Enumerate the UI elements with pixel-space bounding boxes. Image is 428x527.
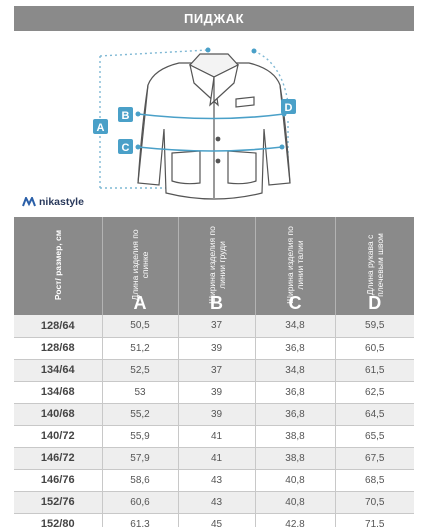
marker-a: A	[93, 119, 108, 134]
measurement-cell: 37	[178, 315, 256, 338]
header-size: Рост/ размер, см	[14, 217, 103, 315]
table-row: 152/80 61,3 45 42,8 71,5	[14, 513, 414, 527]
measurement-cell: 61,3	[102, 513, 179, 527]
brand-logo-icon	[22, 197, 36, 207]
table-row: 152/76 60,6 43 40,8 70,5	[14, 491, 414, 514]
measurement-cell: 71,5	[335, 513, 414, 527]
header-sleeve-length: Длина рукава с плечевым швом D	[335, 217, 414, 315]
page-title: ПИДЖАК	[14, 6, 414, 31]
table-row: 128/64 50,5 37 34,8 59,5	[14, 315, 414, 338]
jacket-buttons	[215, 136, 221, 164]
measurement-cell: 57,9	[102, 447, 179, 470]
measurement-cell: 50,5	[102, 315, 179, 338]
measurement-cell: 43	[178, 469, 256, 492]
measurement-cell: 40,8	[255, 491, 336, 514]
measurement-cell: 34,8	[255, 359, 336, 382]
measurement-cell: 68,5	[335, 469, 414, 492]
measurement-cell: 45	[178, 513, 256, 527]
measurement-cell: 42,8	[255, 513, 336, 527]
header-length-back: Длина изделия по спинке A	[102, 217, 179, 315]
measurement-cell: 70,5	[335, 491, 414, 514]
measurement-cell: 52,5	[102, 359, 179, 382]
measurement-cell: 67,5	[335, 447, 414, 470]
measurement-cell: 59,5	[335, 315, 414, 338]
measurement-cell: 62,5	[335, 381, 414, 404]
size-cell: 128/64	[14, 315, 103, 338]
measurement-cell: 38,8	[255, 425, 336, 448]
svg-text:D: D	[285, 102, 293, 114]
measurement-cell: 41	[178, 447, 256, 470]
measurement-cell: 51,2	[102, 337, 179, 360]
a-top-guide	[99, 49, 209, 57]
measurement-cell: 39	[178, 403, 256, 426]
size-cell: 134/64	[14, 359, 103, 382]
measurement-cell: 55,9	[102, 425, 179, 448]
svg-text:C: C	[122, 142, 130, 154]
svg-text:B: B	[122, 110, 130, 122]
table-row: 140/72 55,9 41 38,8 65,5	[14, 425, 414, 448]
jacket-measurement-diagram: A B C D	[93, 47, 296, 200]
measurement-cell: 65,5	[335, 425, 414, 448]
measurement-cell: 43	[178, 491, 256, 514]
size-cell: 128/68	[14, 337, 103, 360]
measurement-cell: 64,5	[335, 403, 414, 426]
size-cell: 146/72	[14, 447, 103, 470]
size-table: Рост/ размер, см Длина изделия по спинке…	[14, 217, 414, 527]
measurement-cell: 36,8	[255, 381, 336, 404]
table-row: 134/68 53 39 36,8 62,5	[14, 381, 414, 404]
measurement-cell: 36,8	[255, 403, 336, 426]
brand-name: nikastyle	[39, 196, 84, 208]
size-cell: 152/80	[14, 513, 103, 527]
measurement-cell: 58,6	[102, 469, 179, 492]
measurement-cell: 39	[178, 381, 256, 404]
size-cell: 134/68	[14, 381, 103, 404]
measurement-cell: 37	[178, 359, 256, 382]
measurement-cell: 53	[102, 381, 179, 404]
measurement-cell: 38,8	[255, 447, 336, 470]
marker-d: D	[281, 99, 296, 114]
header-chest-width: Ширина изделия по линии груди B	[178, 217, 256, 315]
table-header-row: Рост/ размер, см Длина изделия по спинке…	[14, 217, 414, 315]
measurement-cell: 55,2	[102, 403, 179, 426]
size-cell: 140/68	[14, 403, 103, 426]
measurement-cell: 41	[178, 425, 256, 448]
table-row: 134/64 52,5 37 34,8 61,5	[14, 359, 414, 382]
header-waist-width: Ширина изделия по линии талии C	[255, 217, 336, 315]
brand: nikastyle	[22, 196, 84, 208]
measurement-cell: 40,8	[255, 469, 336, 492]
measurement-cell: 39	[178, 337, 256, 360]
d-shoulder-guide	[253, 50, 289, 104]
table-row: 128/68 51,2 39 36,8 60,5	[14, 337, 414, 360]
size-cell: 152/76	[14, 491, 103, 514]
jacket-outline	[137, 53, 291, 200]
marker-b: B	[118, 107, 133, 122]
measurement-cell: 34,8	[255, 315, 336, 338]
table-row: 140/68 55,2 39 36,8 64,5	[14, 403, 414, 426]
marker-c: C	[118, 139, 133, 154]
measurement-cell: 60,6	[102, 491, 179, 514]
svg-text:A: A	[97, 122, 105, 134]
measurement-cell: 36,8	[255, 337, 336, 360]
table-row: 146/72 57,9 41 38,8 67,5	[14, 447, 414, 470]
measurement-cell: 61,5	[335, 359, 414, 382]
size-cell: 146/76	[14, 469, 103, 492]
b-chest-line	[137, 113, 285, 120]
size-cell: 140/72	[14, 425, 103, 448]
table-row: 146/76 58,6 43 40,8 68,5	[14, 469, 414, 492]
measurement-cell: 60,5	[335, 337, 414, 360]
c-waist-line	[137, 146, 283, 152]
